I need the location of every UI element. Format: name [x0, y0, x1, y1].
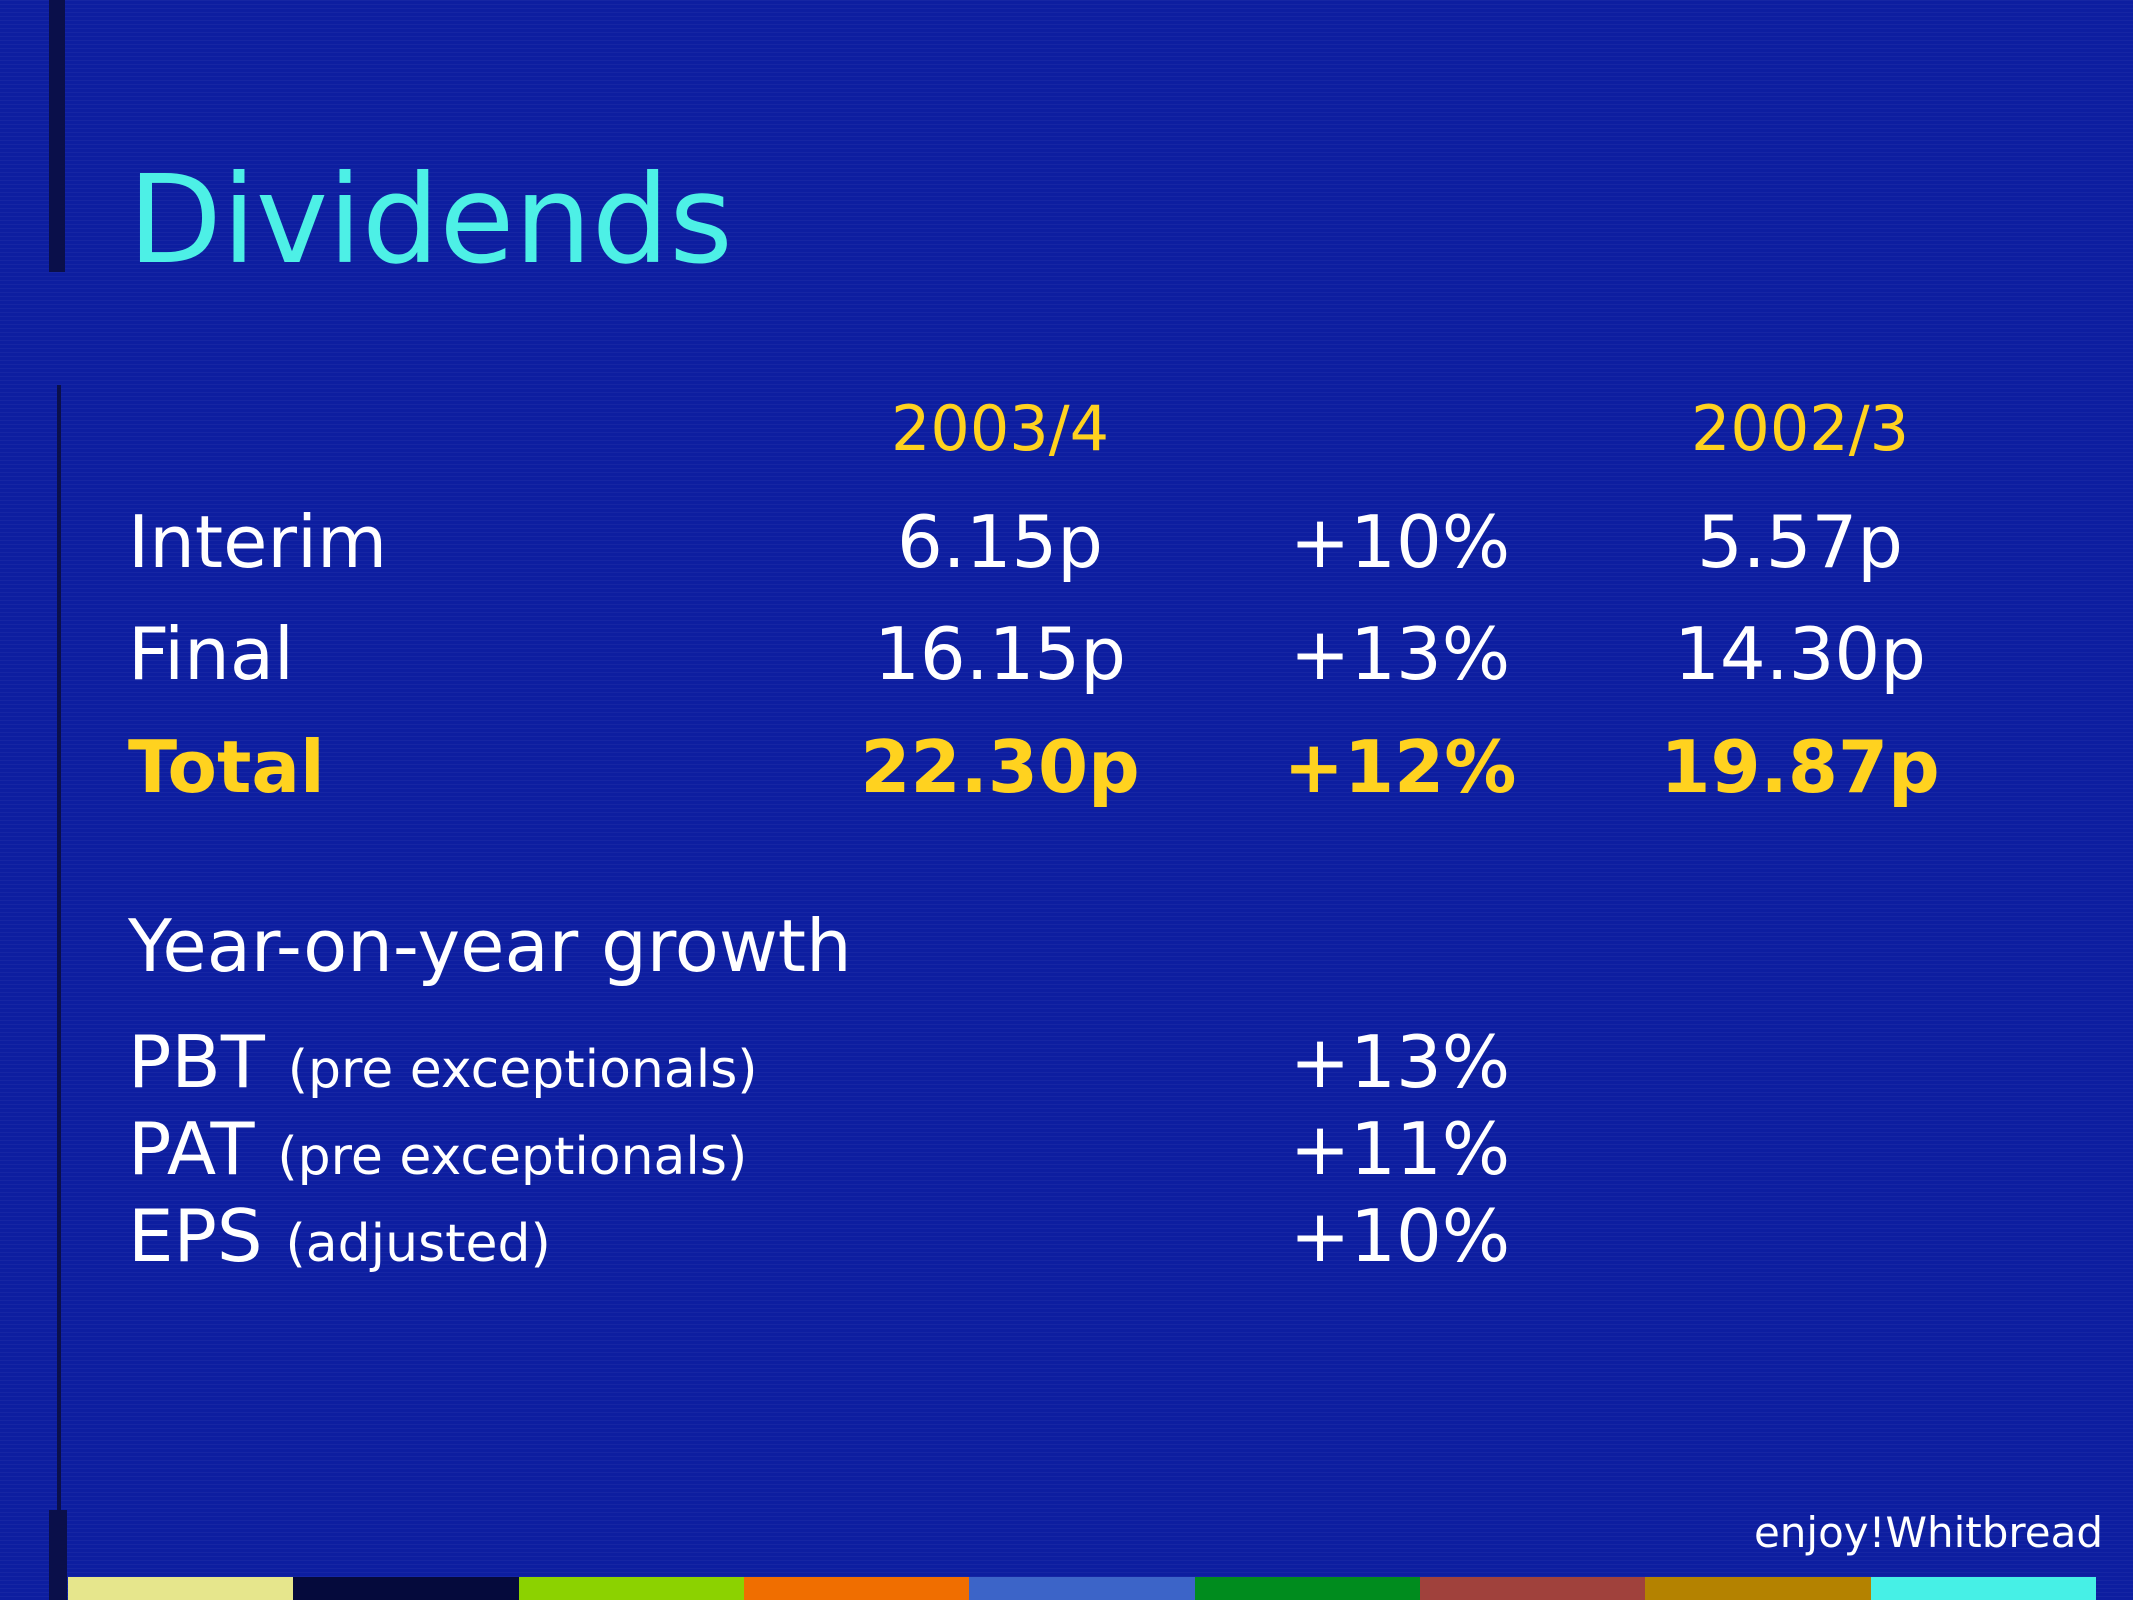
color-strip-segment	[744, 1577, 969, 1600]
growth-metric: EPS	[128, 1194, 263, 1278]
total-change: +12%	[1284, 731, 1517, 803]
color-strip-segment	[293, 1577, 518, 1600]
title-accent-bar	[49, 0, 65, 272]
color-strip-segment	[1420, 1577, 1645, 1600]
growth-note: (adjusted)	[286, 1214, 551, 1274]
growth-metric: PBT	[128, 1020, 265, 1104]
left-rule	[57, 385, 61, 1525]
column-header-current: 2003/4	[891, 398, 1109, 460]
color-strip-segment	[969, 1577, 1194, 1600]
row-label-final: Final	[128, 618, 294, 690]
column-header-prior: 2002/3	[1691, 398, 1909, 460]
color-strip-segment	[519, 1577, 744, 1600]
color-strip-segment	[68, 1577, 293, 1600]
final-change: +13%	[1290, 618, 1510, 690]
growth-value-eps: +10%	[1290, 1200, 1510, 1272]
color-strip-segment	[1645, 1577, 1870, 1600]
growth-metric: PAT	[128, 1107, 254, 1191]
color-strip	[68, 1577, 2096, 1600]
growth-item-eps: EPS (adjusted)	[128, 1200, 551, 1272]
interim-change: +10%	[1290, 506, 1510, 578]
growth-item-pbt: PBT (pre exceptionals)	[128, 1026, 758, 1098]
growth-item-pat: PAT (pre exceptionals)	[128, 1113, 747, 1185]
final-prior: 14.30p	[1674, 618, 1926, 690]
color-strip-segment	[1871, 1577, 2096, 1600]
growth-note: (pre exceptionals)	[277, 1127, 747, 1187]
row-label-interim: Interim	[128, 506, 387, 578]
brand-footer: enjoy!Whitbread	[1754, 1508, 2103, 1557]
total-current: 22.30p	[860, 731, 1139, 803]
final-current: 16.15p	[874, 618, 1126, 690]
slide-title: Dividends	[128, 150, 733, 290]
color-strip-segment	[1195, 1577, 1420, 1600]
growth-value-pbt: +13%	[1290, 1026, 1510, 1098]
interim-current: 6.15p	[897, 506, 1103, 578]
growth-heading: Year-on-year growth	[128, 910, 852, 982]
bottom-accent-bar	[49, 1510, 67, 1600]
row-label-total: Total	[128, 731, 325, 803]
growth-value-pat: +11%	[1290, 1113, 1510, 1185]
growth-note: (pre exceptionals)	[288, 1040, 758, 1100]
total-prior: 19.87p	[1660, 731, 1939, 803]
interim-prior: 5.57p	[1697, 506, 1903, 578]
